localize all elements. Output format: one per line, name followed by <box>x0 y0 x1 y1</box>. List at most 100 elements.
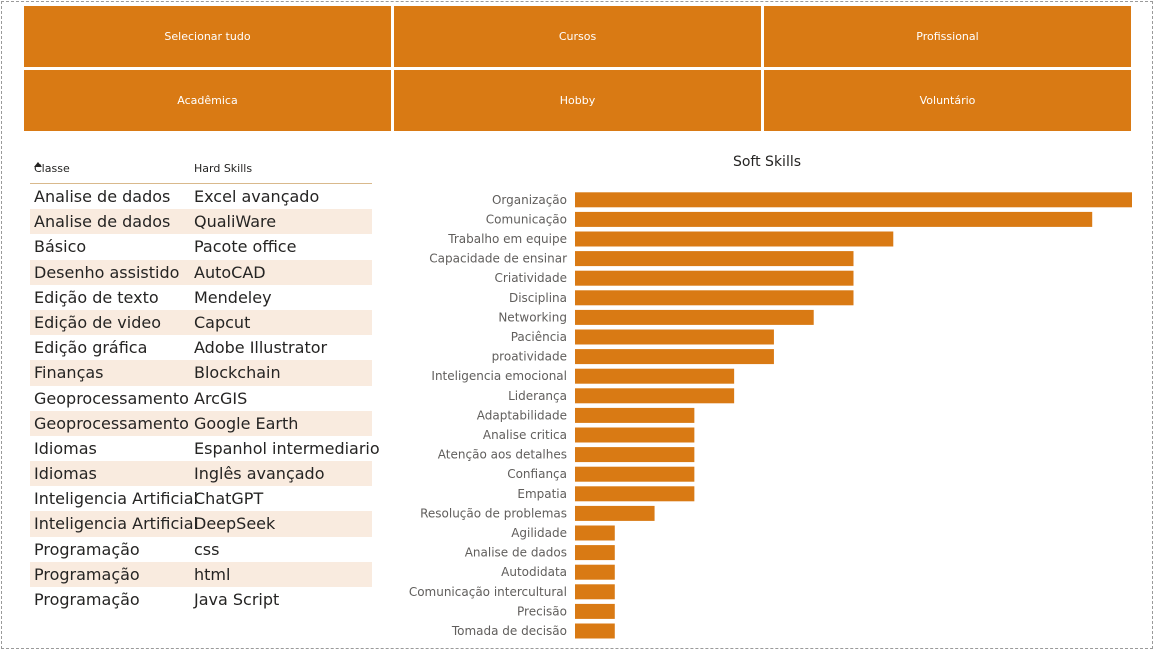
category-label: Inteligencia emocional <box>431 369 567 383</box>
table-row[interactable]: Analise de dados Excel avançado <box>30 184 372 209</box>
category-label: Resolução de problemas <box>420 506 567 520</box>
slicer-cursos-button[interactable]: Cursos <box>394 6 761 67</box>
category-label: Tomada de decisão <box>451 624 567 638</box>
slicer-voluntario-button[interactable]: Voluntário <box>764 70 1131 131</box>
table-row[interactable]: Geoprocessamento Google Earth <box>30 410 372 436</box>
table-row[interactable]: Finanças Blockchain <box>30 360 372 386</box>
cell-classe: Edição de texto <box>34 287 159 307</box>
category-label: Atenção aos detalhes <box>438 448 567 462</box>
bar[interactable] <box>575 388 735 404</box>
cell-classe: Inteligencia Artificial <box>34 489 198 509</box>
table-row[interactable]: Edição de texto Mendeley <box>30 285 372 310</box>
table-row[interactable]: Inteligencia Artificial DeepSeek <box>30 511 372 537</box>
slicer-academica-button[interactable]: Acadêmica <box>24 70 391 131</box>
category-label: Networking <box>498 310 567 324</box>
cell-classe: Desenho assistido <box>34 262 180 282</box>
bar[interactable] <box>575 584 615 600</box>
bar[interactable] <box>575 368 735 384</box>
cell-classe: Analise de dados <box>34 187 171 206</box>
column-header-hard-skills[interactable]: Hard Skills <box>194 162 253 175</box>
category-label: Agilidade <box>511 526 567 540</box>
bar[interactable] <box>575 447 695 463</box>
cell-classe: Geoprocessamento <box>34 388 189 408</box>
cell-hard-skill: Google Earth <box>194 413 299 433</box>
table-row[interactable]: Geoprocessamento ArcGIS <box>30 386 372 411</box>
cell-hard-skill: Inglês avançado <box>194 464 325 484</box>
bar[interactable] <box>575 427 695 443</box>
bar[interactable] <box>575 603 615 619</box>
cell-hard-skill: DeepSeek <box>194 514 276 534</box>
table-row[interactable]: Básico Pacote office <box>30 234 372 259</box>
category-label: Comunicação intercultural <box>409 585 567 599</box>
cell-hard-skill: Pacote office <box>194 237 297 257</box>
cell-hard-skill: Blockchain <box>194 363 281 383</box>
table-row[interactable]: Edição gráfica Adobe Illustrator <box>30 335 372 360</box>
cell-classe: Idiomas <box>34 438 97 458</box>
bar[interactable] <box>575 251 854 267</box>
table-header: Classe Hard Skills <box>30 155 372 184</box>
category-label: Comunicação <box>486 212 567 226</box>
bar[interactable] <box>575 309 814 325</box>
category-label: Trabalho em equipe <box>447 232 567 246</box>
table-body: Analise de dados Excel avançado Analise de… <box>30 184 380 612</box>
column-header-classe[interactable]: Classe <box>34 162 70 175</box>
category-label: Adaptabilidade <box>477 408 567 422</box>
cell-hard-skill: Excel avançado <box>194 187 320 206</box>
cell-hard-skill: ArcGIS <box>194 388 248 408</box>
cell-classe: Geoprocessamento <box>34 413 189 433</box>
cell-classe: Edição gráfica <box>34 338 148 358</box>
category-label: Organização <box>492 193 567 207</box>
category-label: Liderança <box>508 389 567 403</box>
cell-hard-skill: css <box>194 539 220 559</box>
table-row[interactable]: Programação css <box>30 537 372 562</box>
cell-classe: Programação <box>34 590 140 609</box>
bar[interactable] <box>575 192 1132 208</box>
slicer-select-all-button[interactable]: Selecionar tudo <box>24 6 391 67</box>
bar[interactable] <box>575 270 854 286</box>
category-label: proatividade <box>492 350 567 364</box>
bar[interactable] <box>575 486 695 502</box>
cell-hard-skill: QualiWare <box>194 212 277 232</box>
category-label: Paciência <box>511 330 567 344</box>
category-label: Autodidata <box>501 565 567 579</box>
bar[interactable] <box>575 407 695 423</box>
cell-classe: Analise de dados <box>34 212 171 232</box>
cell-classe: Programação <box>34 564 140 584</box>
table-row[interactable]: Programação Java Script <box>30 587 372 612</box>
bar[interactable] <box>575 329 774 345</box>
soft-skills-bar-chart: Organização Comunicação Trabalho em equipe… <box>409 192 1132 639</box>
bar[interactable] <box>575 545 615 561</box>
table-row[interactable]: Edição de video Capcut <box>30 309 372 336</box>
slicer-profissional-button[interactable]: Profissional <box>764 6 1131 67</box>
category-label: Disciplina <box>509 291 567 305</box>
table-row[interactable]: Analise de dados QualiWare <box>30 209 372 235</box>
bar[interactable] <box>575 623 615 639</box>
cell-hard-skill: Java Script <box>194 590 280 609</box>
bar[interactable] <box>575 466 695 482</box>
category-slicer: Selecionar tudo Cursos Profissional Acad… <box>24 6 1132 132</box>
bar[interactable] <box>575 525 615 541</box>
cell-hard-skill: AutoCAD <box>194 262 266 282</box>
table-row[interactable]: Desenho assistido AutoCAD <box>30 259 372 285</box>
cell-classe: Programação <box>34 539 140 559</box>
table-row[interactable]: Idiomas Inglês avançado <box>30 461 372 487</box>
cell-hard-skill: Mendeley <box>194 287 272 307</box>
cell-classe: Básico <box>34 237 87 257</box>
cell-classe: Edição de video <box>34 312 161 332</box>
bar[interactable] <box>575 349 774 365</box>
sort-ascending-icon[interactable] <box>34 162 42 167</box>
category-label: Capacidade de ensinar <box>429 252 567 266</box>
table-row[interactable]: Inteligencia Artificial ChatGPT <box>30 486 372 511</box>
bar[interactable] <box>575 564 615 580</box>
table-row[interactable]: Programação html <box>30 561 372 587</box>
slicer-hobby-button[interactable]: Hobby <box>394 70 761 131</box>
category-label: Analise de dados <box>465 546 567 560</box>
bar[interactable] <box>575 290 854 306</box>
bar[interactable] <box>575 505 655 521</box>
bar[interactable] <box>575 231 894 247</box>
cell-hard-skill: Capcut <box>194 312 251 332</box>
cell-classe: Inteligencia Artificial <box>34 514 198 534</box>
table-row[interactable]: Idiomas Espanhol intermediario <box>30 436 380 461</box>
cell-hard-skill: Espanhol intermediario <box>194 438 380 458</box>
bar[interactable] <box>575 211 1093 227</box>
